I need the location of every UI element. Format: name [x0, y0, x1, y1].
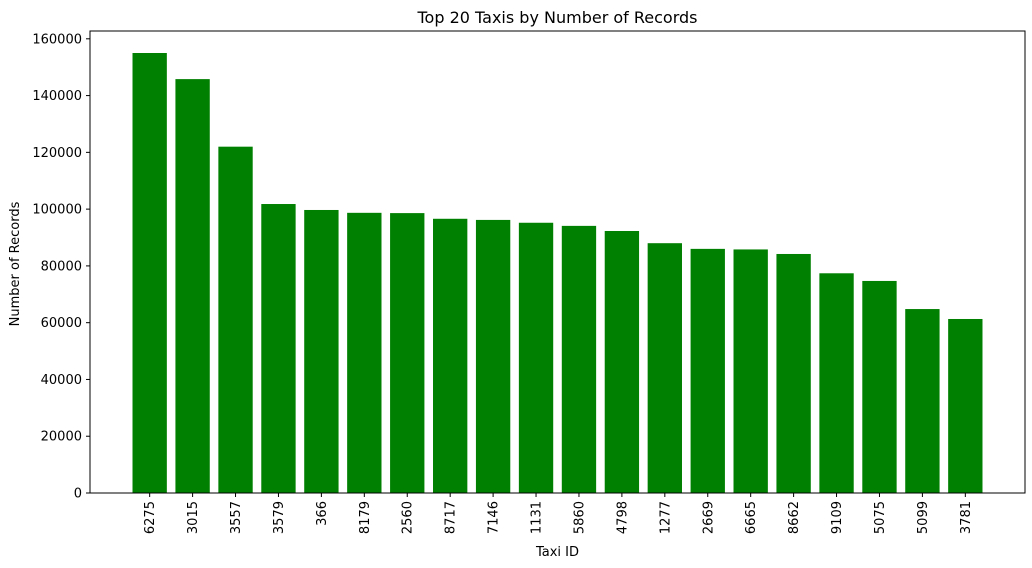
y-axis-ticks: 0 20000 40000 60000 80000 100000 120000 140000 1… [32, 32, 90, 502]
x-tick-label: 9109 [830, 501, 845, 534]
x-tick-label: 5860 [572, 501, 587, 534]
bar-5075 [862, 280, 897, 493]
y-tick-label: 60000 [41, 316, 82, 331]
x-tick-label: 3015 [186, 501, 201, 534]
x-tick-label: 7146 [487, 501, 502, 534]
x-axis-ticks: 6275 3015 3557 3579 366 8179 2560 8717 7146 1131 5… [143, 493, 974, 534]
bar-7146 [475, 219, 511, 493]
bar-9109 [819, 273, 854, 493]
bar-5099 [905, 309, 940, 493]
bar-2669 [690, 248, 725, 493]
bar-2560 [390, 213, 425, 494]
bar-3557 [218, 146, 253, 493]
y-tick-label: 120000 [32, 146, 82, 161]
bar-8717 [433, 218, 468, 493]
x-tick-label: 2669 [701, 501, 716, 534]
x-tick-label: 8179 [358, 501, 373, 534]
bar-3015 [175, 79, 210, 494]
x-tick-label: 5099 [916, 501, 931, 534]
x-tick-label: 1277 [658, 501, 673, 534]
y-tick-label: 0 [74, 487, 82, 502]
plot-frame [89, 30, 1026, 494]
bar-366 [304, 209, 339, 493]
x-axis-label: Taxi ID [535, 545, 579, 560]
x-tick-label: 6665 [744, 501, 759, 534]
y-axis-label: Number of Records [8, 201, 23, 326]
x-tick-label: 8717 [444, 501, 459, 534]
bar-4798 [604, 230, 640, 493]
y-tick-label: 20000 [41, 430, 82, 445]
chart-title: Top 20 Taxis by Number of Records [417, 8, 698, 27]
bar-6665 [733, 249, 768, 493]
x-tick-label: 3781 [959, 501, 974, 534]
x-tick-label: 3579 [272, 501, 287, 534]
bars-group [132, 53, 983, 494]
bar-6275 [132, 53, 167, 493]
x-tick-label: 6275 [143, 501, 158, 534]
bar-1277 [647, 243, 682, 493]
x-tick-label: 1131 [530, 501, 545, 534]
x-tick-label: 3557 [229, 501, 244, 534]
bar-8179 [347, 212, 382, 494]
x-tick-label: 8662 [787, 501, 802, 534]
x-tick-label: 366 [315, 501, 330, 526]
y-tick-label: 140000 [32, 89, 82, 104]
x-tick-label: 5075 [873, 501, 888, 534]
y-tick-label: 80000 [41, 259, 82, 274]
y-tick-label: 100000 [32, 203, 82, 218]
bar-3579 [261, 204, 296, 493]
bar-1131 [518, 222, 554, 494]
bar-5860 [561, 225, 597, 493]
y-tick-label: 40000 [41, 373, 82, 388]
x-tick-label: 4798 [615, 501, 630, 534]
bar-8662 [776, 253, 811, 493]
bar-3781 [948, 318, 983, 493]
y-tick-label: 160000 [32, 32, 82, 47]
x-tick-label: 2560 [401, 501, 416, 534]
